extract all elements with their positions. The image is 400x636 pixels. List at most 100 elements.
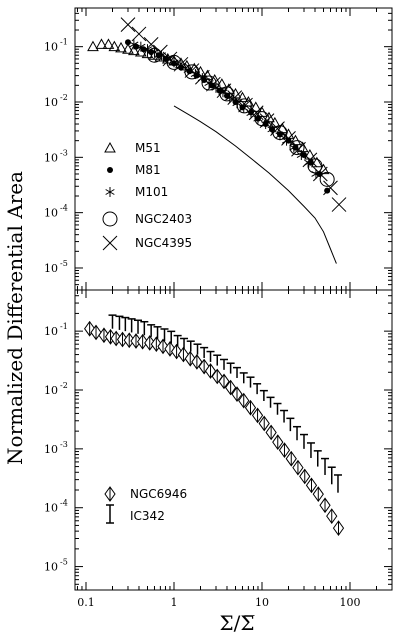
y-tick-label: 10 (44, 561, 58, 574)
x-tick-label: 100 (340, 596, 361, 609)
y-tick-label: 10 (44, 502, 58, 515)
data-point-ngc6946 (98, 327, 110, 344)
data-point-ngc4395 (143, 37, 159, 52)
data-point-ic342 (186, 340, 195, 352)
legend-label-ngc2403: NGC2403 (135, 212, 192, 226)
data-point-ngc4395 (216, 83, 232, 99)
data-point-ngc4395 (184, 63, 200, 78)
data-point-ngc4395 (227, 90, 243, 105)
x-tick-label: 1 (171, 596, 178, 609)
data-point-ic342 (134, 319, 143, 334)
data-point-ic342 (306, 442, 315, 458)
cross-stroke (302, 152, 318, 168)
data-point-ic342 (253, 383, 262, 395)
cross-stroke (184, 63, 200, 78)
y-tick-label-exponent: -3 (60, 440, 68, 449)
data-point-ic342 (167, 330, 176, 344)
data-point-ngc6946 (123, 332, 135, 349)
data-point-ic342 (293, 425, 302, 441)
data-point-ic342 (108, 314, 117, 329)
data-point-m51 (102, 38, 115, 49)
data-point-ic342 (115, 315, 124, 330)
data-point-m51 (242, 95, 255, 107)
cross-stroke (312, 166, 328, 182)
cross-stroke (131, 26, 147, 42)
data-point-ngc2403 (201, 75, 217, 91)
cross-stroke (323, 180, 338, 196)
cross-stroke (153, 44, 168, 60)
legend-label-ngc4395: NGC4395 (135, 236, 192, 250)
x-tick-label: 10 (255, 596, 269, 609)
data-point-m51 (269, 116, 281, 128)
y-tick-label-exponent: -4 (60, 204, 68, 213)
data-point-ngc6946 (272, 434, 284, 451)
cross-stroke (331, 197, 347, 212)
data-point-ic342 (153, 326, 162, 339)
data-point-m51 (208, 73, 221, 85)
data-point-m51 (128, 44, 140, 56)
data-point-ngc6946 (312, 486, 324, 503)
cross-stroke (270, 121, 285, 136)
data-point-ngc4395 (281, 131, 296, 146)
data-point-ngc6946 (144, 335, 156, 351)
data-point-ic342 (121, 316, 130, 332)
data-point-ic342 (206, 350, 215, 362)
y-tick-label-exponent: -3 (60, 148, 68, 157)
legend-label-m51: M51 (135, 141, 161, 155)
data-point-ngc6946 (251, 407, 264, 424)
data-point-ngc4395 (131, 26, 147, 42)
data-point-m51 (249, 101, 262, 112)
data-point-ngc4395 (173, 56, 189, 72)
data-point-ngc4395 (153, 44, 168, 60)
data-point-ngc6946 (130, 333, 142, 349)
data-point-m51 (87, 40, 99, 52)
y-tick-label: 10 (44, 207, 58, 220)
data-point-ic342 (140, 320, 149, 336)
cross-stroke (248, 105, 264, 121)
data-point-ngc4395 (248, 105, 264, 121)
data-point-ngc6946 (104, 486, 116, 502)
data-point-ngc2403 (102, 211, 118, 227)
data-point-ic342 (160, 328, 169, 341)
data-point-ic342 (233, 366, 242, 378)
data-point-ngc2403 (289, 140, 305, 156)
data-point-m51 (304, 149, 316, 160)
x-tick-label: 0.1 (77, 596, 95, 609)
y-tick-label: 10 (44, 443, 58, 456)
data-point-m51 (115, 41, 127, 53)
data-point-ngc4395 (195, 69, 210, 85)
data-point-ngc4395 (331, 197, 347, 212)
data-point-ngc6946 (305, 477, 318, 494)
y-tick-label-exponent: -1 (60, 322, 68, 331)
data-point-ngc2403 (219, 86, 235, 102)
asterisk-stroke (136, 43, 146, 50)
data-point-ngc4395 (270, 121, 285, 136)
cross-stroke (173, 56, 189, 72)
data-point-m51 (95, 38, 108, 49)
data-point-ngc2403 (319, 171, 335, 187)
asterisk-stroke (289, 144, 299, 151)
data-point-ngc6946 (218, 373, 230, 390)
data-point-ic342 (259, 389, 268, 402)
x-axis-label: Σ/Σ̅ (219, 611, 254, 635)
asterisk-stroke (204, 80, 214, 86)
data-point-m51 (104, 141, 116, 153)
data-point-ic342 (226, 362, 235, 374)
y-tick-label-exponent: -2 (60, 93, 68, 102)
data-point-ic342 (327, 466, 336, 485)
cross-stroke (238, 97, 253, 113)
data-point-ic342 (173, 334, 182, 346)
cross-stroke (102, 235, 118, 251)
legend-label-m81: M81 (135, 163, 161, 177)
data-point-ic342 (286, 417, 295, 432)
data-point-ic342 (313, 450, 322, 467)
cross-stroke (259, 113, 275, 129)
data-point-ngc4395 (102, 235, 118, 251)
data-point-ngc6946 (278, 442, 291, 459)
data-point-ngc4395 (259, 113, 275, 129)
asterisk-stroke (129, 41, 139, 48)
data-point-m51 (108, 40, 121, 52)
y-tick-label-exponent: -4 (60, 499, 68, 508)
